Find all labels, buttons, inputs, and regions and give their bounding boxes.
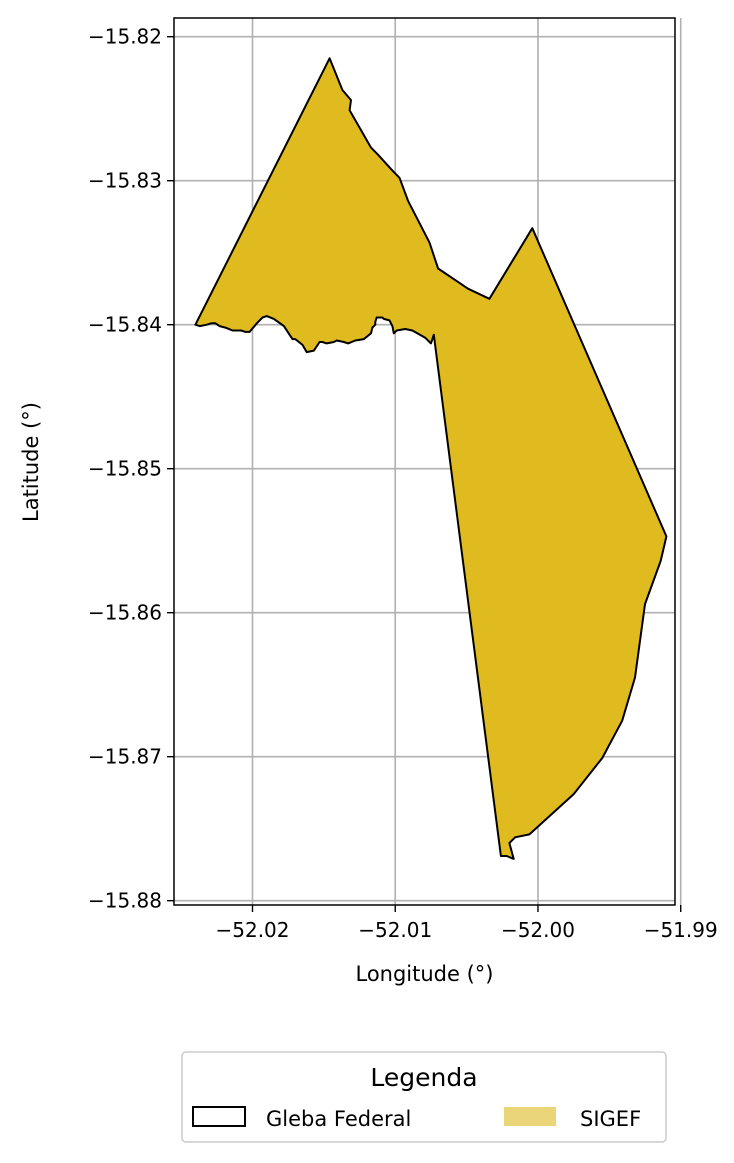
x-tick-label: −52.01	[358, 918, 432, 942]
legend: Legenda Gleba Federal SIGEF	[181, 1051, 667, 1143]
y-tick-label: −15.87	[88, 745, 162, 769]
legend-swatch-gleba-federal	[192, 1106, 246, 1127]
x-axis-label: Longitude (°)	[355, 962, 493, 986]
x-tick-label: −52.02	[215, 918, 289, 942]
y-tick-label: −15.86	[88, 601, 162, 625]
sigef-polygon	[194, 57, 668, 860]
legend-swatch-sigef	[504, 1107, 556, 1126]
legend-label-sigef: SIGEF	[580, 1107, 641, 1131]
y-tick-label: −15.85	[88, 457, 162, 481]
plot-frame	[173, 17, 676, 906]
legend-title: Legenda	[370, 1063, 477, 1092]
y-tick-label: −15.84	[88, 313, 162, 337]
axis-ticks: −52.02 −52.01 −52.00 −51.99 −15.82 −15.83 −15.…	[88, 25, 718, 942]
y-tick-label: −15.82	[88, 25, 162, 49]
y-tick-label: −15.83	[88, 169, 162, 193]
polygon-layer	[194, 57, 668, 860]
y-axis-label: Latitude (°)	[19, 402, 43, 522]
legend-label-gleba-federal: Gleba Federal	[266, 1107, 411, 1131]
x-tick-label: −52.00	[501, 918, 575, 942]
x-tick-label: −51.99	[644, 918, 718, 942]
y-tick-label: −15.88	[88, 889, 162, 913]
